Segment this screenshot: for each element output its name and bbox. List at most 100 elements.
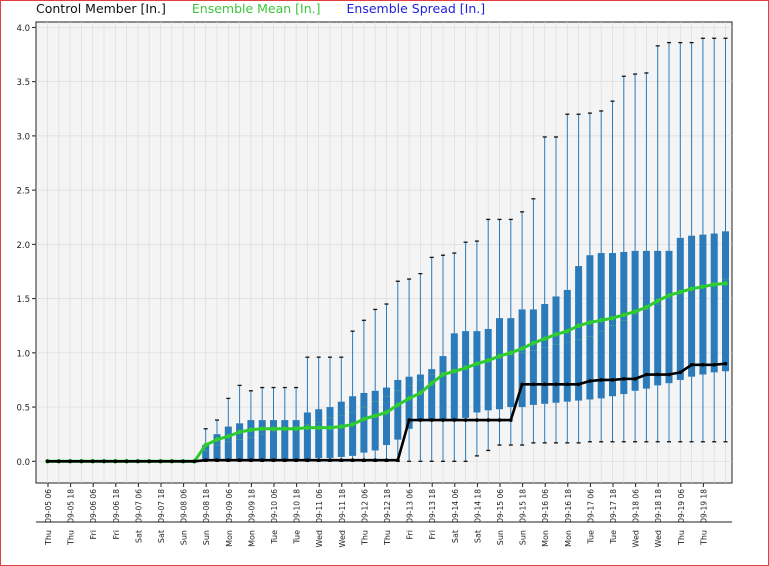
control-member-point <box>565 382 570 387</box>
ensemble-mean-point <box>519 346 525 351</box>
x-day-label: Sat <box>451 530 460 543</box>
control-member-point <box>249 458 253 463</box>
box <box>450 333 458 421</box>
control-member-point <box>237 458 242 463</box>
box <box>541 304 549 404</box>
x-tick-label: 09-10 18 <box>293 489 302 523</box>
box <box>654 250 662 386</box>
box <box>281 420 289 460</box>
control-member-point <box>203 458 208 463</box>
box <box>315 409 323 459</box>
box <box>202 445 210 462</box>
ensemble-mean-point <box>474 361 480 366</box>
control-member-point <box>644 372 649 377</box>
x-tick-label: 09-05 06 <box>44 489 53 523</box>
x-day-label: Sun <box>519 530 528 545</box>
x-tick-label: 09-07 18 <box>157 489 166 523</box>
box <box>360 392 368 453</box>
box <box>688 235 696 377</box>
ensemble-mean-point <box>203 442 208 448</box>
x-day-label: Thu <box>699 530 708 546</box>
control-member-point <box>429 418 434 422</box>
x-tick-label: 09-09 06 <box>225 489 234 523</box>
control-member-point <box>452 418 457 422</box>
x-day-label: Sat <box>134 530 143 543</box>
control-member-point <box>215 458 219 463</box>
ensemble-mean-point <box>214 437 220 442</box>
x-tick-label: 09-16 06 <box>541 489 550 523</box>
ensemble-mean-point <box>282 426 288 432</box>
box <box>710 233 718 373</box>
ensemble-mean-point <box>463 365 468 371</box>
y-tick-label: 3.5 <box>16 78 30 88</box>
box <box>236 423 244 460</box>
control-member-point <box>362 458 366 463</box>
ensemble-mean-point <box>452 368 457 374</box>
x-tick-label: 09-17 18 <box>609 489 618 523</box>
y-tick-label: 2.5 <box>16 187 30 197</box>
box <box>473 331 481 413</box>
x-day-label: Wed <box>338 530 347 547</box>
x-day-label: Sun <box>496 530 505 545</box>
control-member-point <box>136 459 140 464</box>
control-member-point <box>712 362 716 367</box>
ensemble-mean-point <box>542 336 547 342</box>
box <box>484 328 492 411</box>
box <box>416 374 424 422</box>
control-member-point <box>509 418 513 422</box>
box <box>722 231 729 372</box>
control-member-point <box>113 459 118 464</box>
ensemble-mean-point <box>485 358 491 363</box>
x-tick-label: 09-14 06 <box>451 489 460 523</box>
x-day-label: Sun <box>180 530 189 545</box>
ensemble-mean-point <box>508 350 514 356</box>
ensemble-mean-point <box>700 284 706 289</box>
x-tick-label: 09-15 18 <box>519 489 528 523</box>
control-member-point <box>599 378 603 382</box>
x-tick-label: 09-19 06 <box>677 489 686 523</box>
x-tick-label: 09-16 18 <box>564 489 573 523</box>
x-day-label: Tue <box>270 530 279 545</box>
control-member-point <box>463 418 468 422</box>
control-member-point <box>45 459 50 464</box>
x-tick-label: 09-11 18 <box>338 489 347 523</box>
ensemble-mean-point <box>565 328 570 334</box>
box <box>213 434 221 462</box>
x-day-label: Thu <box>677 530 686 546</box>
x-tick-label: 09-13 06 <box>406 489 415 523</box>
ensemble-mean-point <box>440 372 446 377</box>
control-member-point <box>497 418 502 422</box>
x-tick-label: 09-17 06 <box>586 489 595 523</box>
x-day-label: Sun <box>202 530 211 545</box>
x-tick-label: 09-06 18 <box>112 489 121 523</box>
box <box>518 309 526 408</box>
control-member-point <box>124 459 129 464</box>
x-day-label: Mon <box>541 530 550 547</box>
ensemble-mean-point <box>271 426 276 432</box>
ensemble-mean-point <box>429 380 435 386</box>
x-day-label: Mon <box>225 530 234 547</box>
box <box>270 420 277 460</box>
x-day-label: Fri <box>89 530 98 540</box>
ensemble-mean-point <box>576 323 581 329</box>
y-tick-label: 1.5 <box>16 295 30 305</box>
control-member-point <box>350 458 355 463</box>
ensemble-mean-point <box>711 282 717 287</box>
x-tick-label: 09-09 18 <box>247 489 256 523</box>
control-member-point <box>576 382 581 387</box>
x-day-label: Thu <box>360 530 369 546</box>
control-member-point <box>294 458 298 463</box>
x-day-label: Thu <box>44 530 53 546</box>
box <box>371 390 379 451</box>
box <box>676 237 684 380</box>
ensemble-mean-point <box>689 286 694 292</box>
control-member-point <box>678 370 683 375</box>
box <box>699 234 707 375</box>
control-member-point <box>396 458 400 463</box>
control-member-point <box>90 459 95 464</box>
ensemble-mean-point <box>644 304 649 310</box>
ensemble-mean-point <box>372 413 378 419</box>
ensemble-mean-point <box>384 410 389 415</box>
control-member-point <box>622 377 626 381</box>
